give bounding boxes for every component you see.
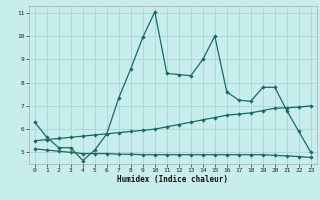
X-axis label: Humidex (Indice chaleur): Humidex (Indice chaleur): [117, 175, 228, 184]
